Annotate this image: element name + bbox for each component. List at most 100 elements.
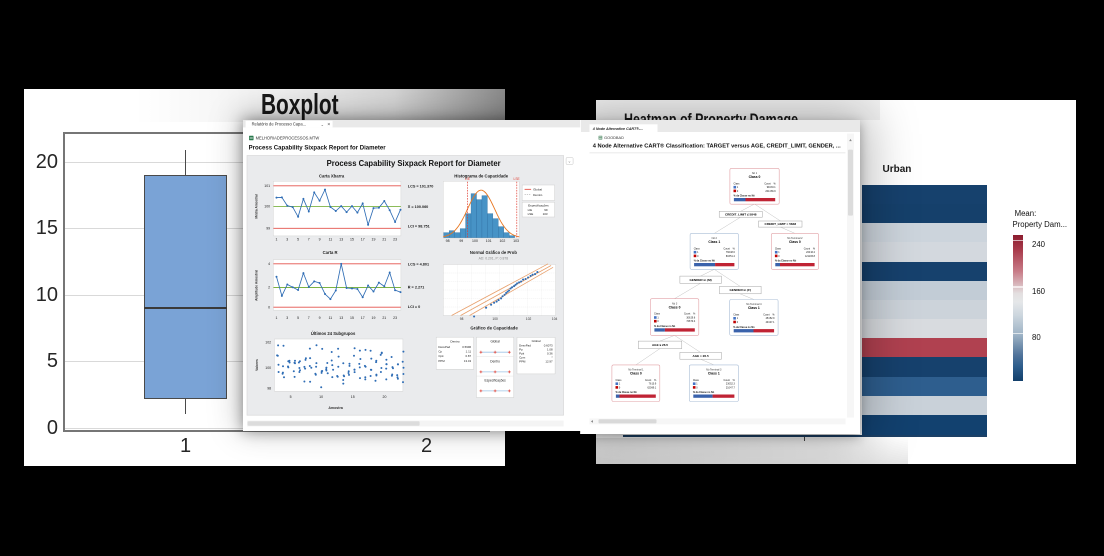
svg-text:803: 803 xyxy=(725,255,730,258)
svg-text:52.9: 52.9 xyxy=(769,318,774,321)
svg-text:Histograma de Capacidade: Histograma de Capacidade xyxy=(455,173,509,178)
svg-text:104: 104 xyxy=(552,317,558,321)
svg-text:2: 2 xyxy=(269,286,271,290)
svg-text:4: 4 xyxy=(269,262,271,266)
svg-text:17: 17 xyxy=(361,238,365,242)
svg-text:Dentro: Dentro xyxy=(451,339,461,343)
svg-text:LSE: LSE xyxy=(528,212,534,216)
svg-text:0.5996: 0.5996 xyxy=(463,345,472,349)
svg-text:Amplitude Amostral: Amplitude Amostral xyxy=(255,270,259,301)
svg-text:DesvPad: DesvPad xyxy=(439,345,451,349)
svg-text:76: 76 xyxy=(648,383,651,386)
svg-text:Class: Class xyxy=(653,313,660,316)
svg-text:Nó Terminal 4: Nó Terminal 4 xyxy=(746,303,762,306)
svg-text:101: 101 xyxy=(265,184,271,188)
svg-text:210: 210 xyxy=(725,387,730,390)
svg-text:% da Classe no Nó: % da Classe no Nó xyxy=(733,195,755,198)
svg-text:0: 0 xyxy=(657,320,659,323)
svg-text:0.6073: 0.6073 xyxy=(544,344,553,348)
svg-text:Class: Class xyxy=(693,248,700,251)
svg-text:AD: 0.201, P: 0.878: AD: 0.201, P: 0.878 xyxy=(479,257,509,261)
svg-text:Especificações: Especificações xyxy=(485,379,507,383)
svg-text:GENDER in (F): GENDER in (F) xyxy=(729,289,751,293)
svg-text:%: % xyxy=(732,248,735,251)
svg-text:760: 760 xyxy=(725,251,730,254)
svg-text:Média Amostral: Média Amostral xyxy=(255,194,259,218)
svg-text:47.1: 47.1 xyxy=(769,321,774,324)
svg-text:83.8: 83.8 xyxy=(810,255,815,258)
svg-text:Normal Gráfico de Prob: Normal Gráfico de Prob xyxy=(470,250,517,255)
svg-text:Últimos 24 Subgrupos: Últimos 24 Subgrupos xyxy=(311,331,356,336)
svg-text:101: 101 xyxy=(486,239,492,243)
svg-text:10.9: 10.9 xyxy=(651,383,656,386)
svg-text:*: * xyxy=(552,356,554,360)
svg-text:9: 9 xyxy=(319,316,321,320)
svg-text:103: 103 xyxy=(514,239,520,243)
svg-text:21: 21 xyxy=(383,238,387,242)
svg-text:⌄: ⌄ xyxy=(568,159,571,164)
svg-text:1: 1 xyxy=(276,316,278,320)
svg-text:1: 1 xyxy=(736,318,738,321)
svg-text:3: 3 xyxy=(287,238,289,242)
svg-text:GOODBAD: GOODBAD xyxy=(604,136,624,141)
svg-text:33.1: 33.1 xyxy=(770,186,775,189)
svg-text:1: 1 xyxy=(697,251,699,254)
svg-text:0.36: 0.36 xyxy=(547,352,553,356)
svg-text:48.6: 48.6 xyxy=(730,251,735,254)
svg-text:7: 7 xyxy=(308,316,310,320)
svg-text:13.43: 13.43 xyxy=(464,359,472,363)
svg-text:Gráfico de Capacidade: Gráfico de Capacidade xyxy=(471,325,519,330)
svg-text:11: 11 xyxy=(329,316,333,320)
svg-text:Nó 3: Nó 3 xyxy=(671,303,677,306)
svg-text:5: 5 xyxy=(298,316,300,320)
svg-text:99: 99 xyxy=(267,226,271,230)
svg-text:100: 100 xyxy=(493,317,499,321)
svg-text:98: 98 xyxy=(460,317,464,321)
svg-text:Class: Class xyxy=(615,379,622,382)
svg-text:Class 1: Class 1 xyxy=(707,372,719,376)
svg-text:98: 98 xyxy=(446,239,450,243)
svg-text:LCS = 4.801: LCS = 4.801 xyxy=(408,262,429,266)
svg-text:5: 5 xyxy=(290,395,292,399)
svg-text:Class 1: Class 1 xyxy=(708,240,720,244)
svg-text:Nó 1: Nó 1 xyxy=(751,172,757,175)
svg-text:Amostra: Amostra xyxy=(329,406,345,410)
svg-text:51.4: 51.4 xyxy=(730,255,735,258)
svg-text:11: 11 xyxy=(329,238,333,242)
svg-text:⌄: ⌄ xyxy=(321,122,325,127)
svg-text:% da Classe no Nó: % da Classe no Nó xyxy=(615,392,637,395)
svg-text:15: 15 xyxy=(350,316,354,320)
svg-text:5: 5 xyxy=(298,238,300,242)
svg-text:LSE: LSE xyxy=(514,177,520,181)
svg-text:47.7: 47.7 xyxy=(730,387,735,390)
svg-text:103: 103 xyxy=(543,212,548,216)
svg-text:Class 1: Class 1 xyxy=(747,306,759,310)
svg-text:AGE > 26.5: AGE > 26.5 xyxy=(692,354,708,358)
svg-text:0: 0 xyxy=(736,190,738,193)
svg-text:CREDIT_LIMIT > 5848: CREDIT_LIMIT > 5848 xyxy=(764,222,796,226)
svg-text:Count: Count xyxy=(803,248,810,251)
svg-text:994: 994 xyxy=(766,186,771,189)
svg-text:3: 3 xyxy=(287,316,289,320)
svg-text:% da Classe no Nó: % da Classe no Nó xyxy=(733,326,755,329)
svg-text:0.87: 0.87 xyxy=(466,354,472,358)
svg-text:9: 9 xyxy=(319,238,321,242)
svg-text:52.3: 52.3 xyxy=(730,383,735,386)
svg-text:234: 234 xyxy=(806,251,811,254)
svg-text:1: 1 xyxy=(778,251,780,254)
svg-text:Nó Terminal 1: Nó Terminal 1 xyxy=(628,369,644,372)
svg-text:GENDER in (M): GENDER in (M) xyxy=(689,278,711,282)
svg-text:29.6: 29.6 xyxy=(690,317,695,320)
svg-text:230: 230 xyxy=(725,383,730,386)
svg-text:Class: Class xyxy=(733,183,740,186)
svg-text:Class 0: Class 0 xyxy=(668,306,680,310)
svg-text:728: 728 xyxy=(686,320,691,323)
svg-text:15: 15 xyxy=(351,395,355,399)
svg-text:Relatório de Processo Capa...: Relatório de Processo Capa... xyxy=(252,122,306,127)
svg-text:1.08: 1.08 xyxy=(547,348,553,352)
svg-text:Nó Terminal 3: Nó Terminal 3 xyxy=(706,369,722,372)
svg-text:404: 404 xyxy=(765,321,770,324)
svg-text:21: 21 xyxy=(383,316,387,320)
svg-text:13: 13 xyxy=(340,316,344,320)
svg-text:306: 306 xyxy=(686,317,691,320)
